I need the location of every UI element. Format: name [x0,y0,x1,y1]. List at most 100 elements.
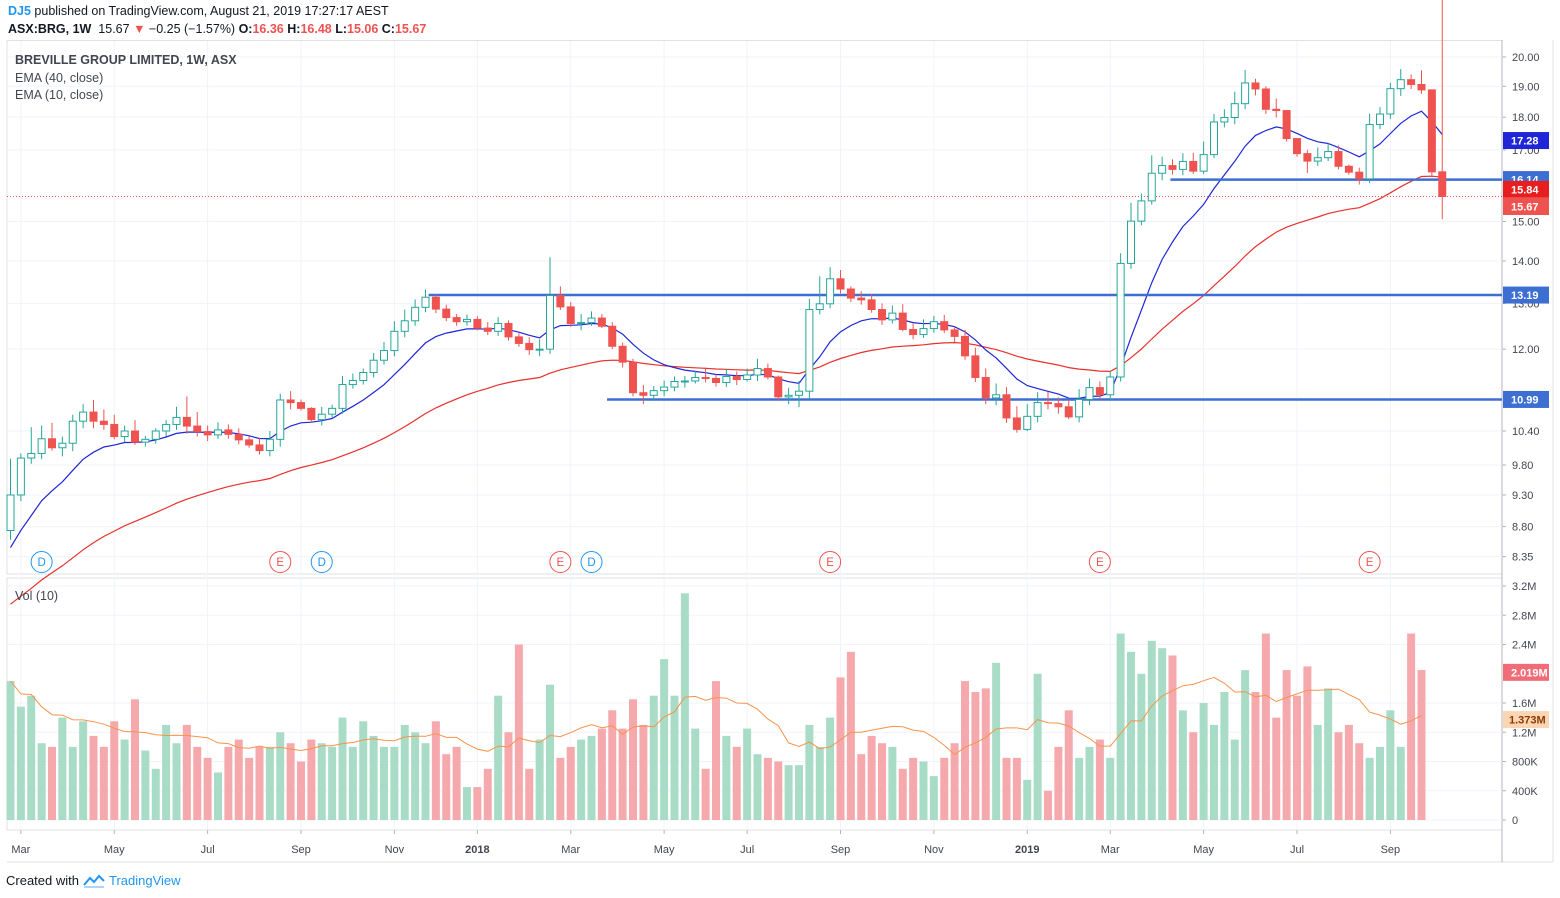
volume-bar[interactable] [68,746,77,820]
candle-body[interactable] [971,355,980,378]
volume-bar[interactable] [182,724,191,820]
volume-bar[interactable] [795,765,803,820]
volume-bar[interactable] [888,746,897,820]
candle-body[interactable] [743,374,752,380]
candle-body[interactable] [753,368,762,376]
volume-bar[interactable] [442,754,451,820]
volume-bar[interactable] [110,721,119,820]
candle-body[interactable] [836,278,845,290]
volume-bar[interactable] [245,757,254,820]
volume-bar[interactable] [753,754,762,820]
volume-bar[interactable] [452,746,461,820]
candle-body[interactable] [639,392,648,396]
volume-bar[interactable] [805,724,814,820]
volume-bar[interactable] [1012,757,1021,820]
volume-bar[interactable] [1293,695,1301,820]
candle-body[interactable] [110,423,119,438]
candle-body[interactable] [1438,171,1447,197]
candle-body[interactable] [504,323,513,338]
volume-bar[interactable] [649,695,658,820]
candle-body[interactable] [1033,402,1042,417]
volume-bar[interactable] [255,746,264,820]
volume-bar[interactable] [1106,757,1115,820]
author-name[interactable]: DJ5 [8,4,31,18]
volume-bar[interactable] [1002,757,1011,820]
candle-body[interactable] [1251,82,1260,90]
candle-body[interactable] [1303,153,1312,162]
candle-body[interactable] [1386,88,1395,115]
volume-bar[interactable] [214,772,222,820]
candle-body[interactable] [1002,394,1011,419]
candle-body[interactable] [473,318,482,329]
volume-bar[interactable] [58,717,67,820]
candle-body[interactable] [525,342,534,351]
candle-body[interactable] [1116,262,1125,378]
candle-body[interactable] [182,416,191,427]
volume-bar[interactable] [722,735,731,820]
candle-body[interactable] [369,359,378,373]
volume-bar[interactable] [846,651,855,820]
volume-bar[interactable] [836,677,845,820]
volume-bar[interactable] [608,710,617,820]
volume-bar[interactable] [348,746,357,820]
candle-body[interactable] [431,296,440,310]
volume-bar[interactable] [981,688,990,820]
candle-body[interactable] [981,376,990,399]
candle-body[interactable] [421,296,430,308]
volume-bar[interactable] [1241,670,1250,820]
volume-bar[interactable] [1044,790,1052,820]
candle-body[interactable] [940,321,949,331]
volume-bar[interactable] [1147,640,1156,820]
candle-body[interactable] [1106,376,1115,396]
volume-bar[interactable] [774,761,783,821]
volume-bar[interactable] [514,644,523,821]
volume-bar[interactable] [1075,757,1084,820]
volume-bar[interactable] [1282,670,1291,820]
candle-body[interactable] [265,438,274,452]
candle-body[interactable] [722,375,731,384]
volume-bar[interactable] [1158,648,1167,820]
volume-bar[interactable] [265,746,274,820]
candle-body[interactable] [992,394,1001,399]
candle-body[interactable] [276,399,285,440]
volume-bar[interactable] [380,746,388,820]
candle-body[interactable] [608,325,617,347]
volume-bar[interactable] [525,768,534,820]
candle-body[interactable] [328,407,337,415]
candle-body[interactable] [514,336,523,344]
volume-bar[interactable] [556,757,565,820]
candle-body[interactable] [463,318,471,323]
volume-bar[interactable] [1023,779,1032,820]
candle-body[interactable] [763,368,772,378]
candle-body[interactable] [380,350,388,361]
candle-body[interactable] [649,390,658,396]
candle-body[interactable] [1313,157,1322,162]
candle-body[interactable] [1189,160,1198,172]
volume-bar[interactable] [1054,746,1063,820]
volume-bar[interactable] [1230,739,1239,820]
volume-bar[interactable] [203,757,212,820]
volume-bar[interactable] [1168,655,1177,820]
volume-bar[interactable] [1365,757,1374,820]
earnings-marker[interactable] [819,551,842,573]
volume-bar[interactable] [1085,746,1094,820]
volume-bar[interactable] [172,743,181,820]
volume-bar[interactable] [1334,732,1343,820]
candle-body[interactable] [712,377,720,384]
volume-bar[interactable] [1064,710,1073,820]
volume-bar[interactable] [1116,633,1125,820]
candle-body[interactable] [784,394,793,398]
volume-bar[interactable] [961,681,969,820]
candle-body[interactable] [99,420,108,425]
candle-body[interactable] [1210,121,1218,156]
candle-body[interactable] [245,439,254,446]
candle-body[interactable] [1272,108,1281,112]
candle-body[interactable] [89,411,98,422]
candle-body[interactable] [6,494,15,531]
candle-body[interactable] [867,299,876,311]
volume-bar[interactable] [826,717,835,820]
candle-body[interactable] [172,416,181,425]
volume-bar[interactable] [328,746,337,820]
candle-body[interactable] [535,348,544,351]
